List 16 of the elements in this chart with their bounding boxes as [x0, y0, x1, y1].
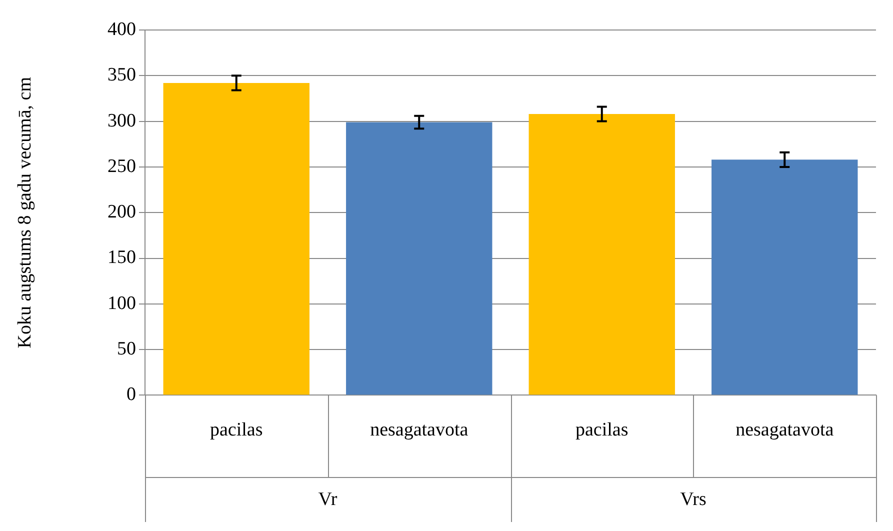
y-tick-label: 400	[108, 18, 136, 40]
y-axis-title: Koku augstums 8 gadu vecumā, cm	[14, 76, 36, 348]
y-tick-label: 350	[108, 64, 136, 86]
y-tick-label: 200	[108, 202, 136, 223]
text: Vr	[318, 488, 338, 510]
y-tick-label: 0	[126, 384, 136, 406]
x-tick-label: pacilas	[210, 420, 263, 441]
y-tick-label: 250	[108, 156, 136, 177]
x-tick-label: pacilas	[575, 420, 628, 441]
y-tick-label: 100	[108, 292, 136, 314]
y-tick-label: 150	[108, 247, 136, 268]
x-tick-label: nesagatavota	[736, 420, 834, 441]
text: Vrs	[680, 488, 706, 510]
y-tick-label: 50	[117, 338, 136, 360]
y-tick-label: 300	[108, 110, 136, 132]
x-tick-label: nesagatavota	[370, 420, 469, 441]
